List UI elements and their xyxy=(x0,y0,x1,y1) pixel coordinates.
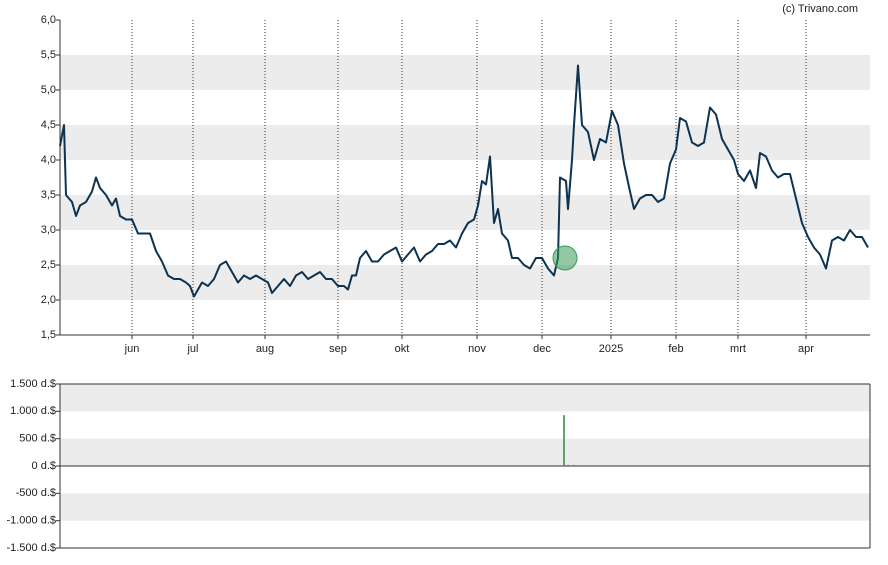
x-tick-label: feb xyxy=(668,343,683,355)
y-tick-label: 1.500 d.$ xyxy=(10,378,56,390)
y-tick-label: -1.500 d.$ xyxy=(6,542,56,554)
x-tick-label: jun xyxy=(124,343,140,355)
y-tick-label: 1,5 xyxy=(41,329,56,341)
y-tick-label: 2,0 xyxy=(41,294,56,306)
x-tick-label: dec xyxy=(533,343,551,355)
y-tick-label: 4,5 xyxy=(41,119,56,131)
y-tick-label: 5,0 xyxy=(41,84,56,96)
grid-band xyxy=(60,493,870,521)
volume-bar xyxy=(567,464,569,466)
x-tick-label: mrt xyxy=(730,343,746,355)
grid-band xyxy=(60,265,870,300)
x-tick-label: 2025 xyxy=(599,343,623,355)
x-tick-label: jul xyxy=(186,343,198,355)
y-tick-label: 3,0 xyxy=(41,224,56,236)
grid-band xyxy=(60,195,870,230)
y-tick-label: 2,5 xyxy=(41,259,56,271)
x-tick-label: okt xyxy=(395,343,410,355)
grid-band xyxy=(60,55,870,90)
x-tick-label: apr xyxy=(798,343,814,355)
event-marker xyxy=(552,245,578,271)
volume-bar xyxy=(573,464,575,466)
y-tick-label: 3,5 xyxy=(41,189,56,201)
x-tick-label: nov xyxy=(468,343,486,355)
price-line xyxy=(59,64,869,298)
watermark: (c) Trivano.com xyxy=(782,3,858,15)
x-tick-label: aug xyxy=(256,343,274,355)
y-tick-label: 500 d.$ xyxy=(19,433,56,445)
grid-band xyxy=(60,125,870,160)
y-tick-label: -1.000 d.$ xyxy=(6,515,56,527)
y-tick-label: -500 d.$ xyxy=(16,487,56,499)
x-tick-label: sep xyxy=(329,343,347,355)
y-tick-label: 1.000 d.$ xyxy=(10,405,56,417)
grid-band xyxy=(60,438,870,466)
y-tick-label: 6,0 xyxy=(41,14,56,26)
volume-bar xyxy=(563,415,565,466)
grid-band xyxy=(60,384,870,412)
y-tick-label: 4,0 xyxy=(41,154,56,166)
y-tick-label: 5,5 xyxy=(41,49,56,61)
y-tick-label: 0 d.$ xyxy=(32,460,56,472)
